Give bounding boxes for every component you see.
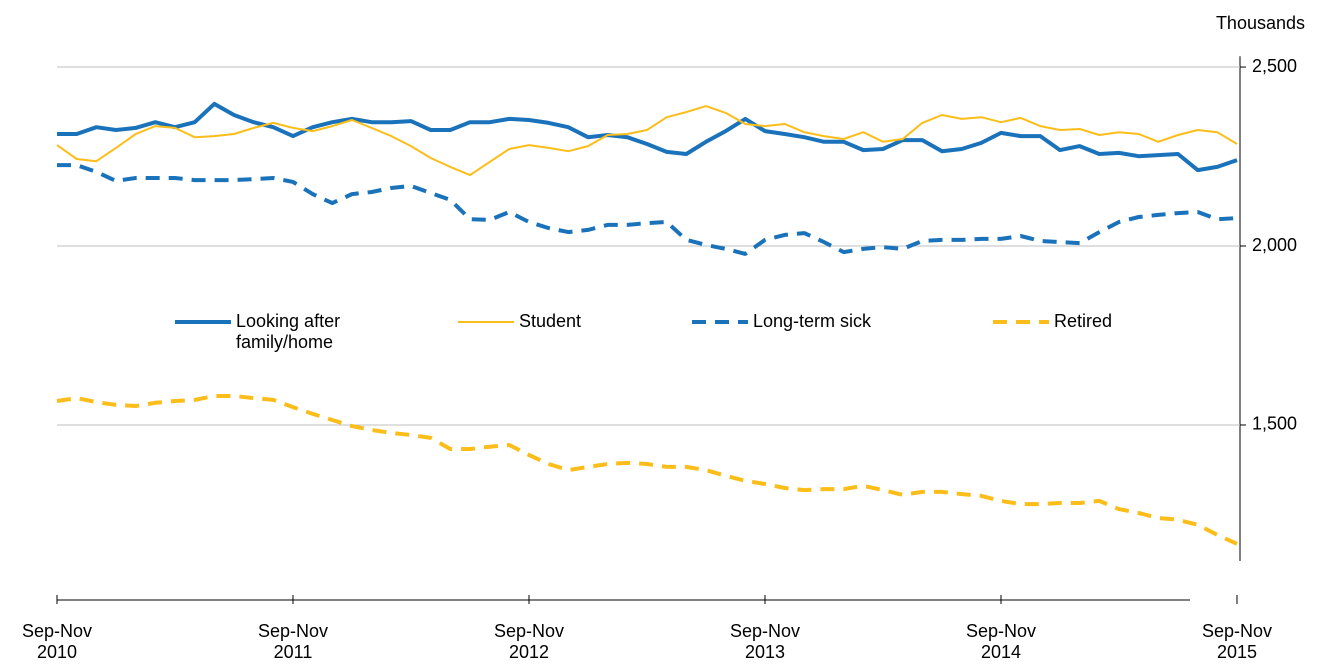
x-tick-label: Sep-Nov 2012: [493, 621, 565, 662]
y-unit-label: Thousands: [1216, 13, 1305, 33]
x-tick-label: Sep-Nov 2010: [21, 621, 93, 662]
series-line: [56, 394, 1238, 546]
series-line: [57, 163, 1238, 256]
legend-label: Looking after family/home: [236, 311, 341, 352]
x-tick-label: Sep-Nov 2013: [729, 621, 801, 662]
series-line: [56, 105, 1238, 177]
y-tick-label: 2,500: [1252, 56, 1297, 76]
y-tick-label: 1,500: [1252, 414, 1297, 434]
x-tick-label: Sep-Nov 2014: [965, 621, 1037, 662]
legend-label: Long-term sick: [753, 311, 872, 331]
y-tick-label: 2,000: [1252, 235, 1297, 255]
x-tick-label: Sep-Nov 2011: [257, 621, 329, 662]
legend-label: Retired: [1054, 311, 1113, 331]
series-line: [57, 101, 1238, 173]
x-tick-label: Sep-Nov 2015: [1201, 621, 1273, 662]
legend-label: Student: [519, 311, 582, 331]
